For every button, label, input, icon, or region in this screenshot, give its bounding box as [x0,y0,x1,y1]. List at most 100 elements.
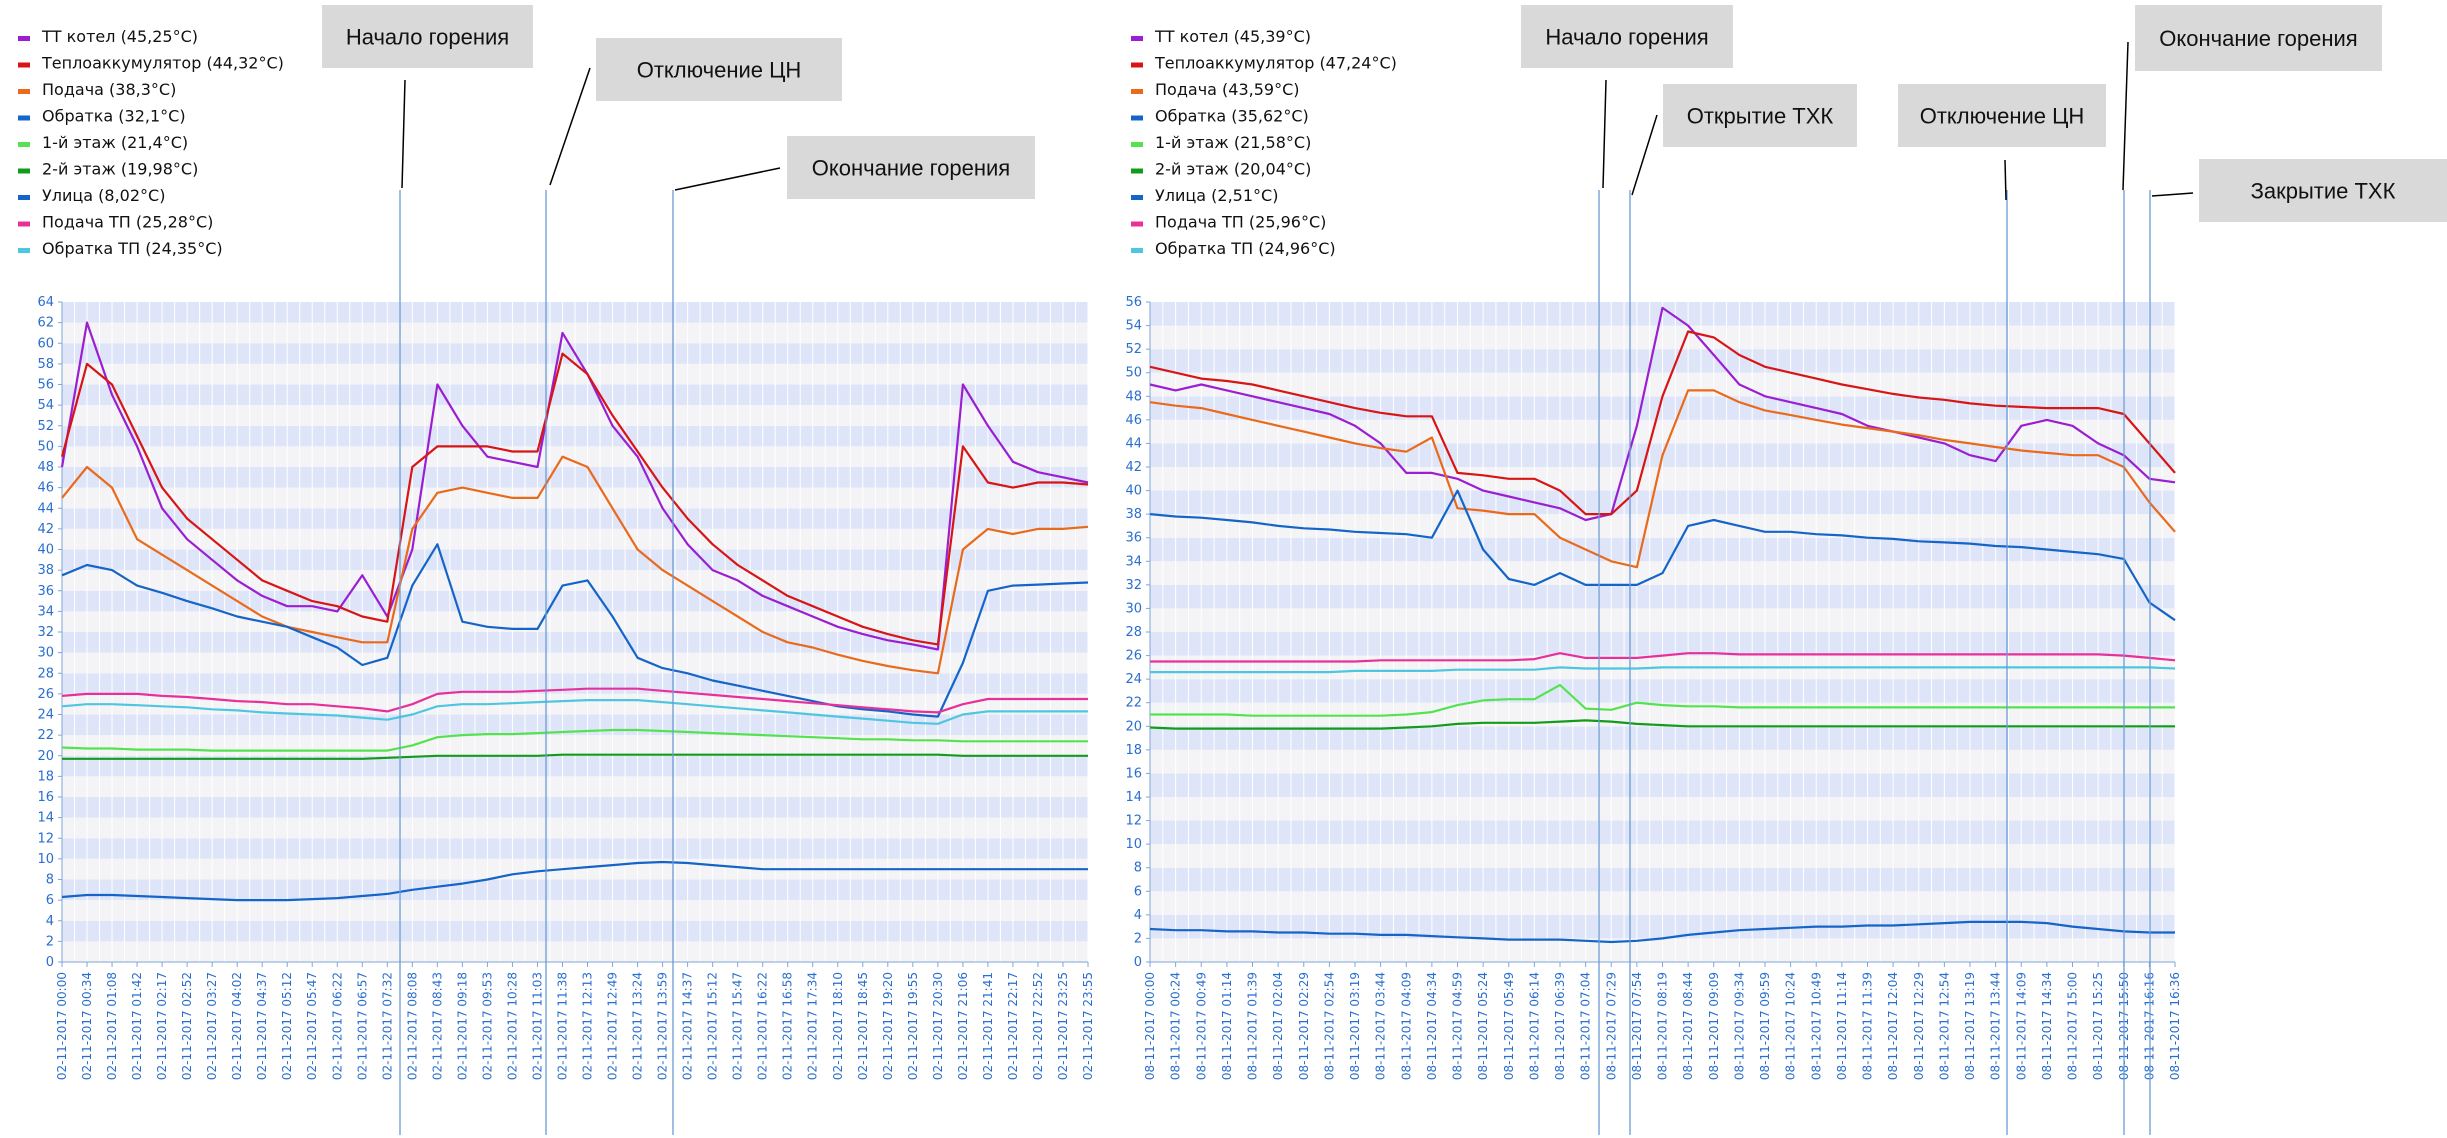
grid-lines [1149,302,2176,962]
y-tick-label: 38 [1125,507,1142,522]
y-tick-label: 12 [37,831,54,846]
legend-label: ТТ котел (45,25°C) [41,27,198,46]
legend-label: Обратка ТП (24,96°C) [1155,239,1336,258]
y-tick-labels: 0246810121416182022242628303234363840424… [37,295,62,970]
y-tick-labels: 0246810121416182022242628303234363840424… [1125,295,1150,970]
legend-label: 2-й этаж (19,98°C) [42,160,198,179]
x-tick-label: 08-11-2017 11:14 [1835,972,1849,1080]
x-tick-label: 02-11-2017 08:08 [405,972,419,1080]
y-tick-label: 10 [37,852,54,867]
x-tick-label: 08-11-2017 07:04 [1579,972,1593,1080]
x-tick-label: 02-11-2017 20:30 [931,972,945,1080]
x-tick-label: 08-11-2017 05:49 [1502,972,1516,1080]
y-tick-label: 50 [37,439,54,454]
x-tick-label: 02-11-2017 06:57 [355,972,369,1080]
chart-panel-1: 0246810121416182022242628303234363840424… [18,5,1095,1135]
x-tick-label: 02-11-2017 10:28 [505,972,519,1080]
y-tick-label: 22 [37,728,54,743]
x-tick-label: 02-11-2017 00:34 [80,972,94,1080]
x-tick-label: 02-11-2017 06:22 [330,972,344,1080]
legend-label: 1-й этаж (21,58°C) [1155,133,1311,152]
x-tick-label: 02-11-2017 15:47 [731,972,745,1080]
series-line-2 [60,352,1089,646]
x-tick-label: 02-11-2017 16:58 [781,972,795,1080]
y-tick-label: 40 [37,543,54,558]
legend-label: Подача (38,3°C) [42,80,176,99]
series-lines [1149,306,2176,944]
y-tick-label: 42 [37,522,54,537]
annotation-label: Отключение ЦН [637,58,802,83]
y-tick-label: 58 [37,357,54,372]
series-line-7 [61,860,1088,902]
y-tick-label: 50 [1125,366,1142,381]
y-tick-label: 46 [1125,413,1142,428]
legend-label: ТТ котел (45,39°C) [1154,27,1311,46]
legend-swatch [1131,142,1143,147]
legend-swatch [1131,248,1143,253]
y-tick-label: 44 [1125,436,1142,451]
y-tick-label: 24 [1125,672,1142,687]
x-tick-label: 02-11-2017 11:03 [530,972,544,1080]
x-tick-label: 02-11-2017 11:38 [555,972,569,1080]
legend-swatch [18,36,30,41]
x-tick-label: 08-11-2017 07:54 [1630,972,1644,1080]
x-tick-label: 02-11-2017 05:47 [305,972,319,1080]
x-tick-label: 02-11-2017 22:17 [1006,972,1020,1080]
x-tick-label: 08-11-2017 12:29 [1912,972,1926,1080]
y-tick-label: 4 [46,914,54,929]
legend-label: Обратка (32,1°C) [42,107,186,126]
x-tick-label: 08-11-2017 10:24 [1784,972,1798,1080]
x-tick-label: 02-11-2017 12:49 [606,972,620,1080]
x-tick-label: 02-11-2017 19:20 [881,972,895,1080]
legend-swatch [18,62,30,68]
legend: ТТ котел (45,25°C) Теплоаккумулятор (44,3… [18,27,284,258]
x-tick-label: 02-11-2017 16:22 [756,972,770,1080]
x-tick-label: 08-11-2017 14:09 [2014,972,2028,1080]
legend-label: Подача ТП (25,96°C) [1155,213,1326,232]
annotation-label: Начало горения [1545,25,1708,50]
x-tick-label: 02-11-2017 12:13 [581,972,595,1080]
y-tick-label: 54 [37,398,54,413]
x-tick-label: 02-11-2017 05:12 [280,972,294,1080]
x-tick-label: 02-11-2017 15:12 [706,972,720,1080]
x-tick-label: 02-11-2017 08:43 [430,972,444,1080]
x-tick-label: 08-11-2017 06:39 [1553,972,1567,1080]
y-tick-label: 34 [1125,554,1142,569]
y-tick-label: 2 [1134,931,1142,946]
x-tick-label: 02-11-2017 18:10 [831,972,845,1080]
chart-panel-2: 0246810121416182022242628303234363840424… [1125,5,2447,1135]
y-tick-label: 30 [1125,601,1142,616]
y-tick-label: 28 [37,666,54,681]
annotation-leader [1631,114,1658,196]
x-tick-label: 02-11-2017 14:37 [681,972,695,1080]
x-tick-label: 08-11-2017 15:00 [2066,972,2080,1080]
legend-swatch [18,195,30,200]
legend-label: Обратка (35,62°C) [1155,107,1309,126]
x-tick-label: 08-11-2017 10:49 [1809,972,1823,1080]
y-tick-label: 36 [37,584,54,599]
y-tick-label: 6 [1134,884,1142,899]
legend: ТТ котел (45,39°C) Теплоаккумулятор (47,2… [1131,27,1397,258]
x-tick-label: 08-11-2017 08:44 [1681,972,1695,1080]
y-tick-label: 22 [1125,696,1142,711]
event-annotations: Начало горения Открытие ТХК Отключение ЦН О… [1521,5,2447,1135]
y-tick-label: 46 [37,481,54,496]
annotation-leader [2151,192,2194,197]
annotation-label: Отключение ЦН [1920,104,2085,129]
y-tick-label: 20 [37,749,54,764]
x-tick-label: 08-11-2017 03:19 [1348,972,1362,1080]
x-tick-label: 08-11-2017 02:04 [1271,972,1285,1080]
legend-label: Обратка ТП (24,35°C) [42,239,223,258]
x-tick-label: 08-11-2017 01:39 [1246,972,1260,1080]
x-tick-label: 08-11-2017 04:34 [1425,972,1439,1080]
x-tick-label: 02-11-2017 23:25 [1056,972,1070,1080]
y-tick-label: 34 [37,604,54,619]
legend-swatch [1131,195,1143,200]
annotation-box [596,38,842,101]
annotation-label: Окончание горения [2159,26,2357,51]
y-tick-label: 44 [37,501,54,516]
y-tick-label: 40 [1125,484,1142,499]
y-tick-label: 54 [1125,319,1142,334]
y-tick-label: 26 [37,687,54,702]
